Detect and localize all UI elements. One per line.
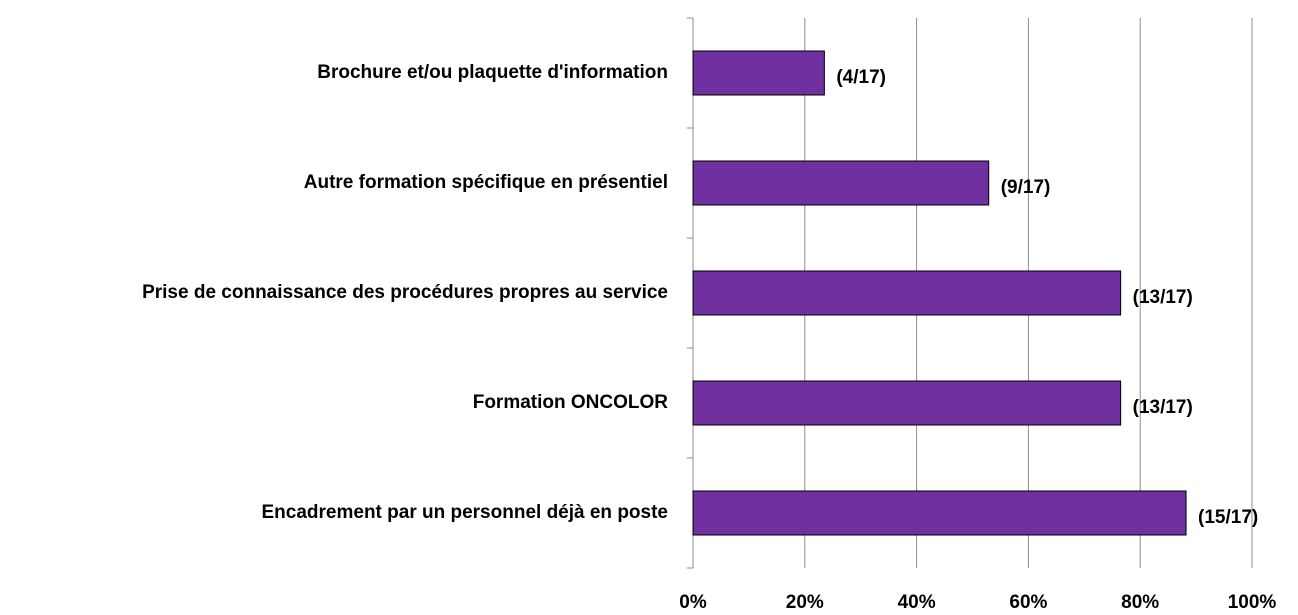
y-tick-label: Encadrement par un personnel déjà en pos…	[262, 502, 669, 523]
data-label: (15/17)	[1198, 507, 1258, 528]
bar	[692, 490, 1187, 536]
data-label: (13/17)	[1133, 397, 1193, 418]
x-tick-label: 0%	[679, 592, 707, 613]
y-tick-label: Brochure et/ou plaquette d'information	[317, 62, 668, 83]
bar	[692, 270, 1122, 316]
y-tick-label: Formation ONCOLOR	[473, 392, 669, 413]
y-tick-label: Autre formation spécifique en présentiel	[304, 172, 668, 193]
x-tick-label: 40%	[898, 592, 936, 613]
x-tick-label: 100%	[1228, 592, 1277, 613]
data-label: (13/17)	[1133, 287, 1193, 308]
x-tick-label: 20%	[786, 592, 824, 613]
x-tick-label: 60%	[1009, 592, 1047, 613]
bar	[692, 380, 1122, 426]
data-label: (9/17)	[1001, 177, 1051, 198]
bar	[692, 50, 825, 96]
data-label: (4/17)	[836, 67, 886, 88]
y-tick-label: Prise de connaissance des procédures pro…	[142, 282, 668, 303]
bar	[692, 160, 990, 206]
x-tick-label: 80%	[1121, 592, 1159, 613]
